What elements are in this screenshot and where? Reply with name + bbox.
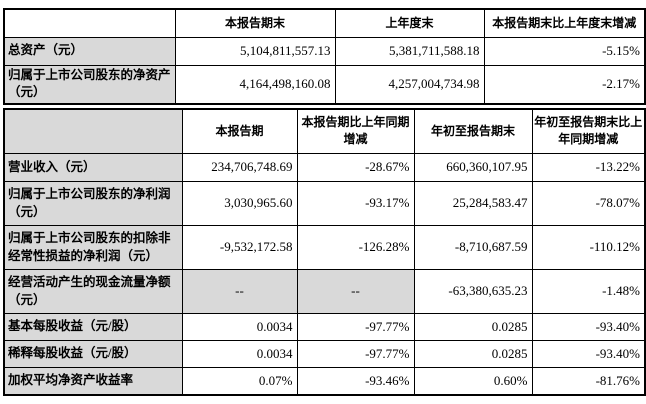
cell-ytd-change: -93.40% xyxy=(531,313,646,341)
cell-ytd: -8,710,687.59 xyxy=(413,225,533,270)
income-table: 本报告期 本报告期比上年同期增减 年初至报告期末 年初至报告期末比上年同期增减 … xyxy=(3,107,646,396)
cell-change: -2.17% xyxy=(483,64,646,104)
table-row-net-assets: 归属于上市公司股东的净资产（元） 4,164,498,160.08 4,257,… xyxy=(3,64,646,104)
cell-ytd-change: -93.40% xyxy=(531,340,646,368)
cell-ytd: 660,360,107.95 xyxy=(413,153,533,182)
cell-period-change: -93.46% xyxy=(296,367,415,395)
income-header-period-change: 本报告期比上年同期增减 xyxy=(296,108,415,154)
cell-prior-year-end: 4,257,004,734.98 xyxy=(334,64,485,104)
cell-ytd-change: -1.48% xyxy=(531,269,646,314)
income-header-ytd-change: 年初至报告期末比上年同期增减 xyxy=(531,108,646,154)
balance-table: 本报告期末 上年度末 本报告期末比上年度末增减 总资产（元） 5,104,811… xyxy=(3,8,646,105)
row-label: 基本每股收益（元/股） xyxy=(3,313,183,341)
cell-period-end: 4,164,498,160.08 xyxy=(174,64,336,104)
cell-period: 0.07% xyxy=(181,367,298,395)
cell-period-change: -- xyxy=(296,269,415,314)
table-row-weighted-avg-roe: 加权平均净资产收益率 0.07% -93.46% 0.60% -81.76% xyxy=(3,367,646,395)
income-header-period: 本报告期 xyxy=(181,108,298,154)
row-label: 总资产（元） xyxy=(3,36,176,66)
cell-ytd: 25,284,583.47 xyxy=(413,181,533,226)
row-label: 稀释每股收益（元/股） xyxy=(3,340,183,368)
balance-header-empty xyxy=(3,8,176,38)
balance-header-change: 本报告期末比上年度末增减 xyxy=(483,8,646,38)
row-label: 加权平均净资产收益率 xyxy=(3,367,183,395)
cell-period: 0.0034 xyxy=(181,340,298,368)
cell-period-change: -126.28% xyxy=(296,225,415,270)
balance-header-period-end: 本报告期末 xyxy=(174,8,336,38)
cell-ytd: -63,380,635.23 xyxy=(413,269,533,314)
cell-period-change: -28.67% xyxy=(296,153,415,182)
table-row-operating-cash-flow: 经营活动产生的现金流量净额（元） -- -- -63,380,635.23 -1… xyxy=(3,269,646,314)
cell-period: 0.0034 xyxy=(181,313,298,341)
income-header-ytd: 年初至报告期末 xyxy=(413,108,533,154)
cell-period-change: -97.77% xyxy=(296,340,415,368)
cell-ytd: 0.60% xyxy=(413,367,533,395)
row-label: 归属于上市公司股东的净资产（元） xyxy=(3,64,176,104)
table-row-total-assets: 总资产（元） 5,104,811,557.13 5,381,711,588.18… xyxy=(3,36,646,66)
cell-prior-year-end: 5,381,711,588.18 xyxy=(334,36,485,66)
balance-header-row: 本报告期末 上年度末 本报告期末比上年度末增减 xyxy=(3,8,646,38)
cell-period: -9,532,172.58 xyxy=(181,225,298,270)
cell-ytd: 0.0285 xyxy=(413,340,533,368)
table-row-net-profit-excl-nonrecurring: 归属于上市公司股东的扣除非经常性损益的净利润（元） -9,532,172.58 … xyxy=(3,225,646,270)
cell-ytd: 0.0285 xyxy=(413,313,533,341)
cell-period: 3,030,965.60 xyxy=(181,181,298,226)
income-header-row: 本报告期 本报告期比上年同期增减 年初至报告期末 年初至报告期末比上年同期增减 xyxy=(3,108,646,154)
row-label: 营业收入（元） xyxy=(3,153,183,182)
cell-period: -- xyxy=(181,269,298,314)
cell-ytd-change: -78.07% xyxy=(531,181,646,226)
cell-period: 234,706,748.69 xyxy=(181,153,298,182)
table-row-operating-revenue: 营业收入（元） 234,706,748.69 -28.67% 660,360,1… xyxy=(3,153,646,182)
cell-period-change: -97.77% xyxy=(296,313,415,341)
cell-ytd-change: -13.22% xyxy=(531,153,646,182)
balance-header-prior-year-end: 上年度末 xyxy=(334,8,485,38)
table-row-diluted-eps: 稀释每股收益（元/股） 0.0034 -97.77% 0.0285 -93.40… xyxy=(3,340,646,368)
income-header-empty xyxy=(3,108,183,154)
row-label: 经营活动产生的现金流量净额（元） xyxy=(3,269,183,314)
table-row-net-profit: 归属于上市公司股东的净利润（元） 3,030,965.60 -93.17% 25… xyxy=(3,181,646,226)
cell-change: -5.15% xyxy=(483,36,646,66)
cell-period-change: -93.17% xyxy=(296,181,415,226)
row-label: 归属于上市公司股东的净利润（元） xyxy=(3,181,183,226)
cell-period-end: 5,104,811,557.13 xyxy=(174,36,336,66)
cell-ytd-change: -81.76% xyxy=(531,367,646,395)
table-row-basic-eps: 基本每股收益（元/股） 0.0034 -97.77% 0.0285 -93.40… xyxy=(3,313,646,341)
cell-ytd-change: -110.12% xyxy=(531,225,646,270)
row-label: 归属于上市公司股东的扣除非经常性损益的净利润（元） xyxy=(3,225,183,270)
